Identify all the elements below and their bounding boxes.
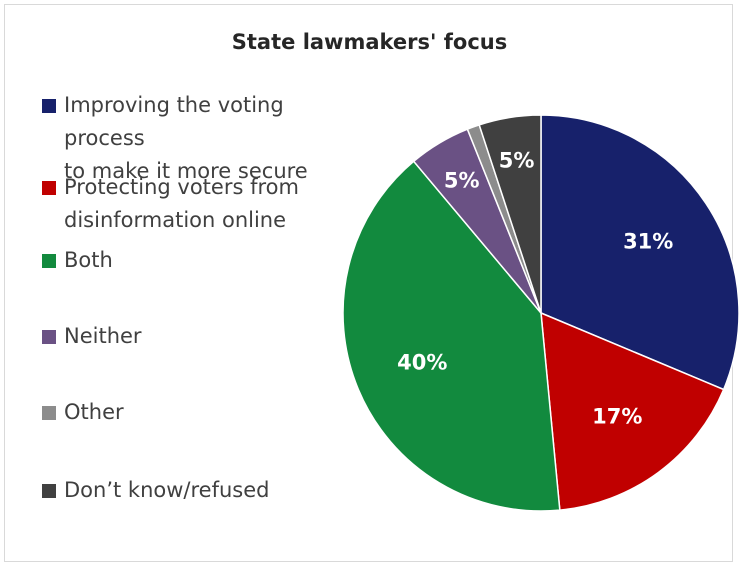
slice-data-label: 17% [592,405,642,429]
chart-title: State lawmakers' focus [231,30,508,54]
legend-swatch [42,484,56,498]
legend-label: Don’t know/refused [64,478,270,502]
legend-label: Neither [64,324,142,348]
legend-swatch [42,254,56,268]
legend-label: Both [64,248,113,272]
legend-swatch [42,181,56,195]
slice-data-label: 40% [397,351,447,375]
legend-label: Improving the voting process to make it … [64,93,308,183]
slice-data-label: 31% [623,230,673,254]
legend-label: Protecting voters from disinformation on… [64,175,299,232]
slice-data-label: 5% [444,169,480,193]
pie-slice [478,114,542,314]
slice-data-label: 5% [499,149,535,173]
legend-swatch [42,99,56,113]
pie-slice [540,311,725,511]
pie-slice [540,114,739,391]
legend-swatch [42,330,56,344]
legend-swatch [42,406,56,420]
legend-label: Other [64,400,124,424]
pie-slice [342,160,561,512]
